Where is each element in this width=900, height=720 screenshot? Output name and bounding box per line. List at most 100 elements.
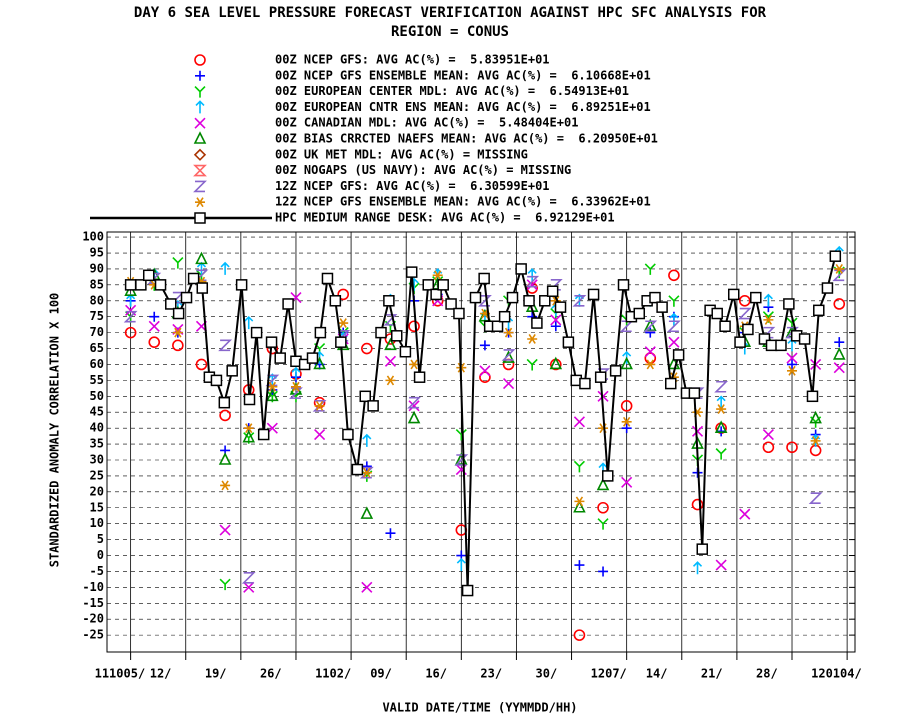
y-tick-label: 0 <box>97 548 104 562</box>
data-point <box>455 428 467 441</box>
data-point <box>727 288 740 301</box>
x-tick-label: 1207/ <box>591 667 627 681</box>
data-point <box>763 314 774 325</box>
y-axis-label: STANDARDIZED ANOMALY CORRELATION X 100 <box>48 293 62 568</box>
legend-marker <box>195 100 205 114</box>
data-point <box>218 339 233 352</box>
data-point <box>124 326 137 339</box>
data-point <box>244 315 254 330</box>
data-point <box>479 371 491 384</box>
legend-label: 00Z CANADIAN MDL: AVG AC(%) = 5.48404E+0… <box>275 116 578 130</box>
data-point <box>621 423 632 434</box>
data-point <box>665 377 677 390</box>
data-point <box>250 326 263 339</box>
data-point <box>834 337 845 348</box>
data-point <box>715 559 727 571</box>
data-point <box>478 294 492 307</box>
x-tick-label: 14/ <box>646 667 668 681</box>
data-point <box>596 477 610 491</box>
legend-marker <box>194 54 206 66</box>
data-point <box>787 365 798 376</box>
data-point <box>597 518 609 530</box>
data-point <box>361 342 373 355</box>
data-point <box>360 506 374 519</box>
data-point <box>220 480 231 491</box>
data-point <box>620 400 633 412</box>
data-point <box>408 400 420 412</box>
data-point <box>243 432 255 444</box>
data-point <box>218 396 231 409</box>
legend-label: 12Z NCEP GFS ENSEMBLE MEAN: AVG AC(%) = … <box>275 195 651 209</box>
x-tick-label: 26/ <box>260 667 282 681</box>
data-point <box>554 301 567 313</box>
legend-marker <box>194 86 206 98</box>
data-point <box>437 279 449 291</box>
data-point <box>454 454 469 466</box>
legend-label: 00Z NOGAPS (US NAVY): AVG AC(%) = MISSIN… <box>275 163 571 177</box>
data-point <box>219 524 231 536</box>
data-point <box>742 323 754 336</box>
data-point <box>515 263 527 275</box>
y-tick-label: 95 <box>90 246 104 260</box>
data-point <box>643 320 658 333</box>
data-point <box>762 441 775 454</box>
data-point <box>257 428 270 441</box>
x-tick-label: 30/ <box>536 667 558 681</box>
data-point <box>645 359 656 370</box>
data-point <box>573 629 586 641</box>
data-point <box>498 310 511 323</box>
data-point <box>645 327 656 338</box>
data-point <box>549 356 563 370</box>
data-point <box>573 460 585 473</box>
x-tick-label: 28/ <box>756 667 778 681</box>
y-tick-label: 60 <box>90 357 104 371</box>
data-point <box>226 365 238 377</box>
y-tick-label: 25 <box>90 468 104 482</box>
data-point <box>506 291 519 304</box>
data-point <box>526 282 538 294</box>
data-point <box>135 279 147 291</box>
y-tick-label: 75 <box>90 309 104 323</box>
y-tick-label: 100 <box>82 230 104 244</box>
data-point <box>342 428 354 441</box>
data-point <box>787 359 798 370</box>
legend-label: 00Z BIAS CRRCTED NAEFS MEAN: AVG AC(%) =… <box>275 132 658 146</box>
legend-marker <box>194 212 206 224</box>
x-axis-label: VALID DATE/TIME (YYMMDD/HH) <box>382 701 577 715</box>
data-point <box>574 496 585 507</box>
data-point <box>758 333 771 345</box>
data-point <box>361 461 372 472</box>
data-point <box>172 307 185 320</box>
data-point <box>688 387 701 399</box>
x-tick-label: 19/ <box>205 667 227 681</box>
data-point <box>399 345 412 358</box>
data-point <box>594 371 607 383</box>
data-point <box>716 426 727 437</box>
data-point <box>734 336 746 348</box>
legend-marker <box>195 70 205 81</box>
data-point <box>798 333 811 345</box>
data-point <box>531 317 543 329</box>
y-tick-label: 50 <box>90 389 104 403</box>
data-point <box>539 295 551 307</box>
data-point <box>644 263 656 275</box>
data-point <box>711 307 723 320</box>
data-point <box>762 428 774 441</box>
data-point <box>461 584 474 597</box>
data-point <box>267 381 278 392</box>
data-point <box>172 327 183 338</box>
data-point <box>385 375 396 386</box>
plot-frame <box>106 231 856 653</box>
data-point <box>669 312 679 326</box>
y-tick-label: 5 <box>97 532 104 546</box>
data-point <box>649 291 661 304</box>
data-point <box>479 365 491 377</box>
data-point <box>572 294 587 307</box>
data-point <box>149 311 160 322</box>
data-point <box>313 396 326 409</box>
data-point <box>821 282 834 294</box>
data-point <box>668 269 680 282</box>
data-point <box>525 275 540 288</box>
data-point <box>170 291 185 304</box>
data-point <box>478 272 490 285</box>
